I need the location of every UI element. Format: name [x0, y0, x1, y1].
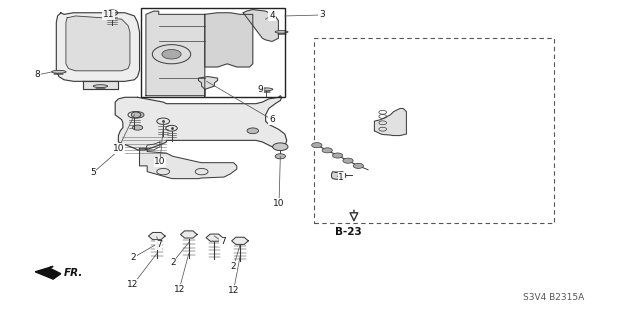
Ellipse shape	[93, 85, 108, 87]
Polygon shape	[140, 148, 237, 179]
Polygon shape	[115, 96, 287, 150]
Text: 8: 8	[35, 70, 40, 79]
Bar	[141, 8, 285, 97]
Text: 6: 6	[269, 115, 275, 124]
Polygon shape	[243, 10, 278, 41]
Text: 5: 5	[90, 168, 95, 177]
Text: FR.: FR.	[64, 268, 83, 278]
Bar	[314, 38, 554, 223]
Circle shape	[275, 154, 285, 159]
Text: 12: 12	[127, 280, 139, 289]
Text: 1: 1	[339, 173, 344, 182]
Text: 4: 4	[269, 11, 275, 20]
Text: B-23: B-23	[335, 227, 362, 237]
Polygon shape	[332, 172, 346, 179]
Circle shape	[322, 148, 332, 153]
Polygon shape	[66, 16, 130, 71]
Text: 11: 11	[103, 11, 115, 19]
Circle shape	[247, 128, 259, 134]
Text: 7: 7	[220, 237, 225, 246]
Polygon shape	[180, 231, 197, 238]
Circle shape	[131, 112, 144, 118]
Polygon shape	[206, 234, 223, 241]
Text: 2: 2	[231, 262, 236, 271]
Text: 10: 10	[273, 199, 285, 208]
Circle shape	[273, 143, 288, 151]
Circle shape	[312, 143, 322, 148]
Circle shape	[162, 49, 181, 59]
Circle shape	[333, 153, 343, 158]
Text: 10: 10	[154, 157, 166, 166]
Ellipse shape	[259, 88, 273, 91]
Circle shape	[132, 125, 143, 130]
Text: 2: 2	[170, 258, 175, 267]
Circle shape	[353, 163, 364, 168]
Text: 10: 10	[113, 144, 124, 153]
Polygon shape	[374, 108, 406, 136]
Polygon shape	[148, 233, 165, 240]
Ellipse shape	[275, 31, 288, 33]
Polygon shape	[198, 77, 218, 97]
Text: 3: 3	[319, 11, 324, 19]
Text: 2: 2	[131, 253, 136, 262]
Text: S3V4 B2315A: S3V4 B2315A	[523, 293, 584, 302]
Text: 9: 9	[258, 85, 263, 94]
Polygon shape	[146, 11, 205, 96]
Circle shape	[343, 158, 353, 163]
Text: 12: 12	[173, 285, 185, 294]
Polygon shape	[35, 266, 61, 279]
Polygon shape	[83, 81, 118, 89]
Ellipse shape	[52, 70, 66, 73]
Text: 7: 7	[156, 241, 161, 249]
Polygon shape	[205, 13, 253, 67]
Polygon shape	[56, 13, 140, 81]
Text: 12: 12	[228, 286, 239, 295]
Polygon shape	[232, 237, 248, 244]
